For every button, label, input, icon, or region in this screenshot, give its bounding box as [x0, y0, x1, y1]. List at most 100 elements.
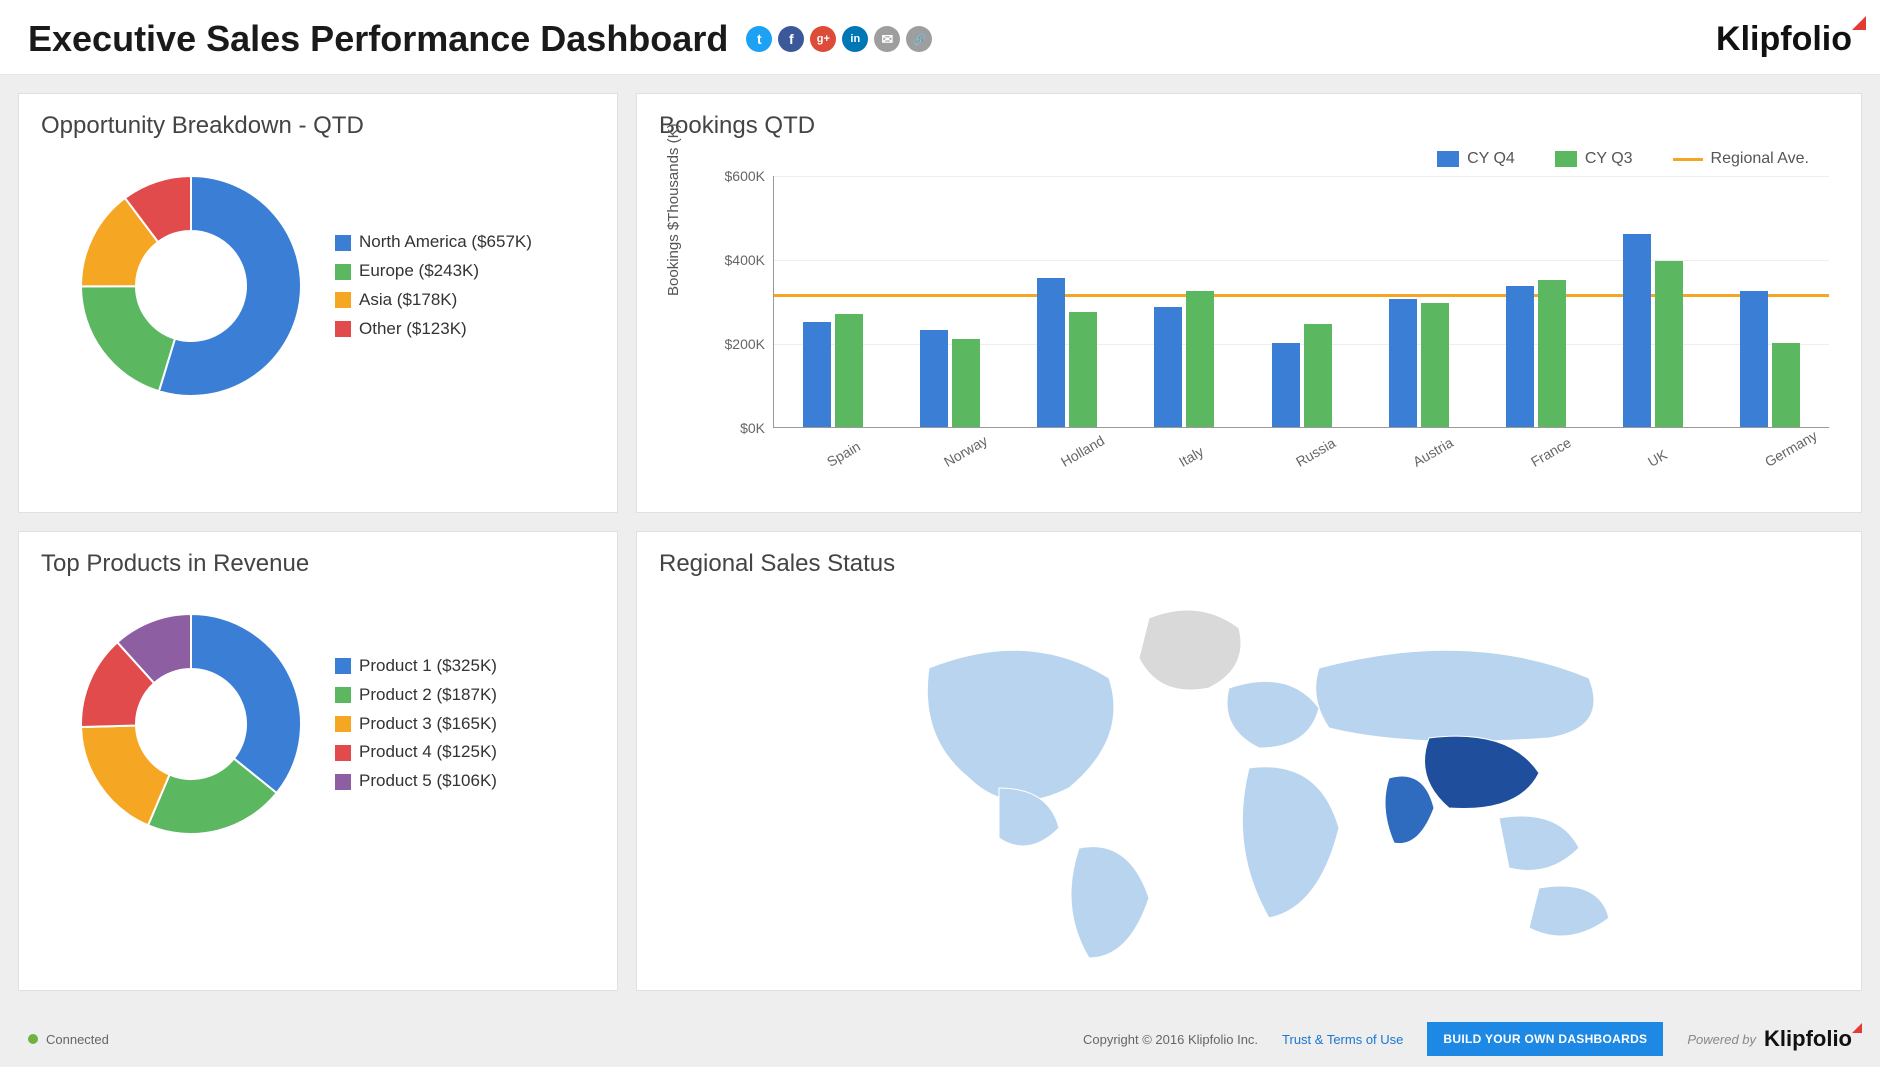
map-region — [1071, 847, 1149, 958]
dashboard-grid: Opportunity Breakdown - QTD North Americ… — [0, 75, 1880, 1011]
x-tick-label: Italy — [1176, 443, 1206, 470]
connection-status: Connected — [46, 1032, 109, 1047]
bar — [1154, 307, 1182, 427]
brand-logo: Klipfolio — [1716, 20, 1852, 59]
y-tick-label: $0K — [740, 420, 765, 436]
legend-label: Product 2 ($187K) — [359, 681, 497, 710]
x-tick-label: Germany — [1762, 427, 1820, 470]
page-header: Executive Sales Performance Dashboard tf… — [0, 0, 1880, 75]
legend-swatch — [335, 745, 351, 761]
bookings-bar-chart: Bookings $Thousands (K) $0K$200K$400K$60… — [723, 176, 1829, 476]
legend-swatch — [335, 658, 351, 674]
y-tick-label: $400K — [725, 252, 765, 268]
legend-label: Regional Ave. — [1711, 150, 1809, 168]
bar — [1272, 343, 1300, 427]
x-tick-label: UK — [1645, 446, 1670, 470]
bar — [920, 330, 948, 427]
legend-label: Product 3 ($165K) — [359, 710, 497, 739]
bar-group — [1740, 291, 1800, 428]
legend-swatch — [335, 292, 351, 308]
bar-group — [1623, 234, 1683, 427]
bar — [1538, 280, 1566, 427]
panel-title: Bookings QTD — [659, 112, 1839, 140]
map-region — [1227, 681, 1319, 748]
donut-slice — [81, 286, 175, 391]
legend-item: Product 2 ($187K) — [335, 681, 497, 710]
bar-group — [1154, 291, 1214, 428]
link-icon[interactable]: 🔗 — [906, 26, 932, 52]
bar — [1037, 278, 1065, 427]
x-tick-label: Norway — [941, 432, 990, 470]
panel-title: Top Products in Revenue — [41, 550, 595, 578]
legend-item: Product 4 ($125K) — [335, 738, 497, 767]
y-axis-label: Bookings $Thousands (K) — [665, 123, 682, 296]
bar — [1186, 291, 1214, 428]
copyright-text: Copyright © 2016 Klipfolio Inc. — [1083, 1032, 1258, 1047]
panel-title: Regional Sales Status — [659, 550, 1839, 578]
legend-label: Asia ($178K) — [359, 286, 457, 315]
bar — [1655, 261, 1683, 427]
map-region — [1316, 650, 1594, 741]
twitter-icon[interactable]: t — [746, 26, 772, 52]
map-region — [1139, 610, 1241, 690]
x-tick-label: Holland — [1058, 432, 1107, 470]
page-title: Executive Sales Performance Dashboard — [28, 18, 728, 60]
legend-swatch — [1555, 151, 1577, 167]
social-icons-row: tfg+in✉🔗 — [746, 26, 932, 52]
bar — [835, 314, 863, 427]
bar — [1623, 234, 1651, 427]
x-tick-label: France — [1528, 434, 1574, 470]
bar-group — [920, 330, 980, 427]
legend-label: Product 4 ($125K) — [359, 738, 497, 767]
bar — [1421, 303, 1449, 427]
legend-line-swatch — [1673, 158, 1703, 161]
legend-swatch — [335, 716, 351, 732]
brand-small-logo: Klipfolio — [1764, 1026, 1852, 1052]
map-region — [1425, 736, 1540, 808]
legend-label: Product 1 ($325K) — [359, 652, 497, 681]
legend-item: Product 3 ($165K) — [335, 710, 497, 739]
products-donut-chart — [71, 604, 311, 844]
terms-link[interactable]: Trust & Terms of Use — [1282, 1032, 1403, 1047]
legend-label: North America ($657K) — [359, 228, 532, 257]
email-icon[interactable]: ✉ — [874, 26, 900, 52]
bar — [1740, 291, 1768, 428]
bar — [1304, 324, 1332, 427]
legend-item: Asia ($178K) — [335, 286, 532, 315]
panel-title: Opportunity Breakdown - QTD — [41, 112, 595, 140]
bookings-panel: Bookings QTD CY Q4 CY Q3 Regional Ave. Boo… — [636, 93, 1862, 513]
status-dot-icon — [28, 1034, 38, 1044]
legend-item: CY Q4 — [1437, 150, 1515, 168]
facebook-icon[interactable]: f — [778, 26, 804, 52]
legend-item: Regional Ave. — [1673, 150, 1809, 168]
bar-group — [1389, 299, 1449, 427]
opportunity-breakdown-panel: Opportunity Breakdown - QTD North Americ… — [18, 93, 618, 513]
powered-by-label: Powered by — [1687, 1032, 1756, 1047]
linkedin-icon[interactable]: in — [842, 26, 868, 52]
legend-item: Europe ($243K) — [335, 257, 532, 286]
legend-label: CY Q3 — [1585, 150, 1633, 168]
build-dashboards-button[interactable]: BUILD YOUR OWN DASHBOARDS — [1427, 1022, 1663, 1056]
legend-label: CY Q4 — [1467, 150, 1515, 168]
x-tick-label: Austria — [1410, 434, 1456, 470]
legend-swatch — [335, 321, 351, 337]
bookings-legend: CY Q4 CY Q3 Regional Ave. — [659, 150, 1839, 168]
googleplus-icon[interactable]: g+ — [810, 26, 836, 52]
bar — [803, 322, 831, 427]
legend-label: Product 5 ($106K) — [359, 767, 497, 796]
world-map — [849, 588, 1649, 968]
y-tick-label: $200K — [725, 336, 765, 352]
legend-item: CY Q3 — [1555, 150, 1633, 168]
bar — [952, 339, 980, 427]
legend-item: North America ($657K) — [335, 228, 532, 257]
y-tick-label: $600K — [725, 168, 765, 184]
legend-swatch — [335, 235, 351, 251]
bar-group — [803, 314, 863, 427]
legend-item: Product 5 ($106K) — [335, 767, 497, 796]
legend-item: Product 1 ($325K) — [335, 652, 497, 681]
products-legend: Product 1 ($325K)Product 2 ($187K)Produc… — [335, 652, 497, 796]
bar — [1069, 312, 1097, 428]
bar-group — [1506, 280, 1566, 427]
map-region — [1385, 776, 1434, 844]
top-products-panel: Top Products in Revenue Product 1 ($325K… — [18, 531, 618, 991]
